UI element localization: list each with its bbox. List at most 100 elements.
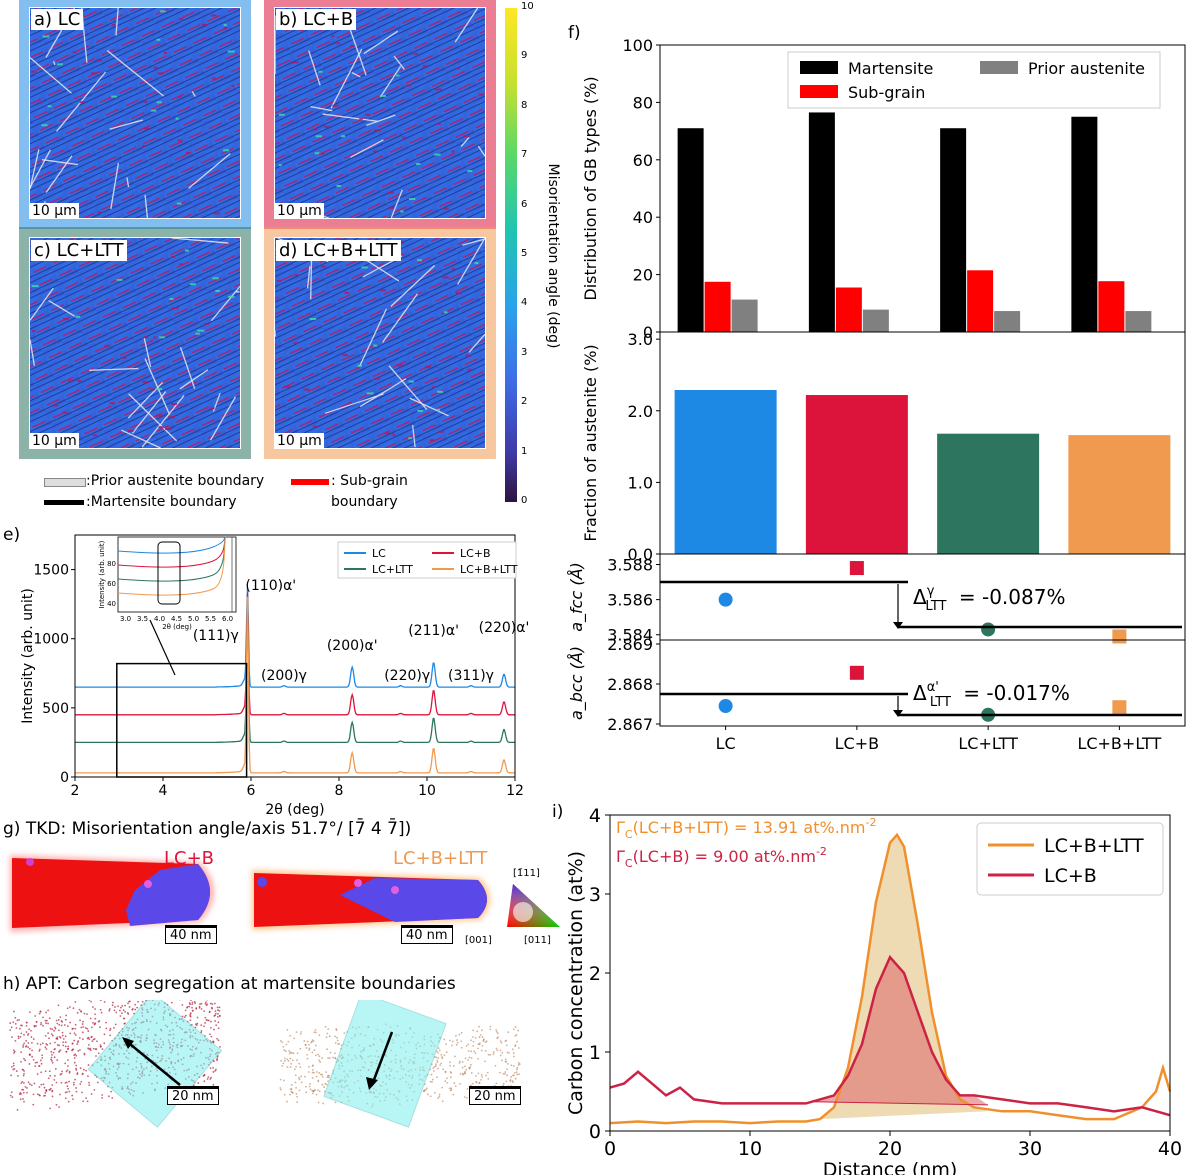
- legend-subgrain-label: : Sub-grain: [331, 473, 408, 489]
- ebsd-border-1: [264, 0, 496, 229]
- xrd-peak-label-110: (110)α': [245, 578, 296, 594]
- xrd-series-3: [75, 596, 515, 774]
- gb-ylabel: Distribution of GB types (%): [581, 76, 600, 300]
- category-label: LC+LTT: [958, 734, 1018, 753]
- gb-ytick: 80: [633, 93, 653, 112]
- carbon-ytick: 1: [589, 1042, 601, 1064]
- colorbar-tick: 10: [521, 1, 534, 12]
- xrd-peak-label: (200)α': [327, 638, 378, 654]
- gb-bar-1: [1098, 281, 1125, 332]
- gb-bar-2: [862, 309, 889, 332]
- carbon-legend-label: LC+B: [1044, 865, 1097, 887]
- lattice-annotation: Δγ LTT = -0.087%: [913, 584, 1065, 614]
- gb-bar-2: [994, 311, 1021, 332]
- afcc-ylabel: a_fcc (Å): [567, 562, 587, 632]
- ebsd-map-1: [275, 8, 485, 218]
- xrd-xtick: 10: [418, 783, 436, 799]
- colorbar-tick: 2: [521, 396, 528, 408]
- apt-roi-right: [323, 1000, 447, 1128]
- colorbar-tick: 4: [521, 297, 528, 309]
- xrd-xtick: 8: [335, 783, 344, 799]
- panel-e-label: e): [3, 525, 20, 545]
- apt-scale-right: 20 nm: [469, 1086, 521, 1105]
- legend-subgrain-swatch: [291, 479, 329, 485]
- legend-prior-swatch: [44, 478, 86, 487]
- austenite-bar: [1068, 435, 1171, 554]
- xrd-axes: [74, 534, 516, 778]
- ebsd-map-0: [30, 8, 240, 218]
- apt-scale-left: 20 nm: [167, 1086, 219, 1105]
- carbon-xtick: 0: [604, 1138, 616, 1160]
- inset-ylabel: Intensity (arb. unit): [98, 540, 106, 608]
- xrd-peak-label: (200)γ: [261, 668, 307, 684]
- legend-subgrain-label-2: boundary: [331, 494, 398, 510]
- inset-xtick: 5.0: [188, 615, 199, 623]
- austenite-bar: [674, 390, 777, 554]
- colorbar-tick: 0: [521, 495, 528, 506]
- tkd-images: [10, 855, 560, 932]
- ebsd-panel-group: [19, 0, 496, 459]
- lattice-ytick: 2.869: [607, 635, 653, 654]
- lattice-point: [718, 699, 733, 713]
- gamma-annotation: ΓC(LC+B+LTT) = 13.91 at%.nm-2: [616, 816, 876, 841]
- legend-martensite-label: :Martensite boundary: [86, 494, 237, 510]
- gb-bar-1: [835, 287, 862, 332]
- xrd-legend: [337, 541, 517, 579]
- gb-ytick: 60: [633, 151, 653, 170]
- carbon-ylabel: Carbon concentration (at%): [565, 851, 587, 1115]
- xrd-legend-label: LC+B+LTT: [460, 563, 518, 576]
- colorbar-tick: 6: [521, 198, 528, 210]
- xrd-xtick: 4: [159, 783, 168, 799]
- carbon-area-1: [813, 957, 988, 1105]
- carbon-ytick: 3: [589, 884, 601, 906]
- xrd-ytick: 0: [60, 770, 69, 786]
- ebsd-map-3: [275, 238, 485, 448]
- tkd-scale-right: 40 nm: [401, 925, 453, 944]
- xrd-legend-label: LC+B: [460, 547, 491, 560]
- inset-ytick: 60: [107, 580, 116, 588]
- lattice-ytick: 3.584: [607, 626, 653, 645]
- carbon-profile-chart: i) 0 10 20 30 40 0 1 2 3 4 Distance (nm) Carbon conc…: [552, 802, 1182, 1175]
- gb-ytick: 100: [622, 36, 653, 55]
- gb-bar-2: [1125, 311, 1152, 332]
- xrd-series-1: [75, 592, 515, 716]
- ipf-top-label: [1̄11]: [513, 868, 540, 879]
- scale-bar-d: 10 µm: [275, 433, 324, 449]
- xrd-legend-label: LC+LTT: [372, 563, 413, 576]
- xrd-series-2: [75, 596, 515, 744]
- inset-ytick: 80: [107, 560, 116, 568]
- gb-legend-label: Prior austenite: [1028, 59, 1145, 78]
- gb-ytick: 40: [633, 208, 653, 227]
- lattice-ytick: 3.588: [607, 556, 653, 575]
- xrd-peak-label: (220)α': [479, 620, 530, 636]
- panel-d-label: d) LC+B+LTT: [276, 240, 401, 261]
- abcc-ylabel: a_bcc (Å): [567, 646, 587, 720]
- xrd-xtick: 6: [247, 783, 256, 799]
- xrd-peak-label: (111)γ: [193, 628, 239, 644]
- panel-i-label: i): [552, 802, 563, 822]
- lattice-point: [718, 592, 733, 607]
- colorbar-label: Misorientation angle (deg): [545, 163, 561, 349]
- scale-bar-b: 10 µm: [275, 203, 324, 219]
- lattice-ytick: 2.868: [607, 675, 653, 694]
- lattice-ytick: 3.586: [607, 591, 653, 610]
- ebsd-map-2: [30, 238, 240, 448]
- xrd-ytick: 1000: [33, 632, 69, 648]
- gb-legend-label: Martensite: [848, 59, 933, 78]
- panel-f-label: f): [568, 23, 581, 43]
- inset-xtick: 4.0: [154, 615, 165, 623]
- tkd-title: g) TKD: Misorientation angle/axis 51.7°/…: [3, 819, 412, 839]
- carbon-xtick: 30: [1018, 1138, 1042, 1160]
- inset-xtick: 3.5: [137, 615, 148, 623]
- xrd-series-0: [75, 587, 515, 688]
- gb-legend-label: Sub-grain: [848, 83, 925, 102]
- panel-b-label: b) LC+B: [276, 9, 357, 30]
- gb-legend: [787, 51, 1161, 109]
- austenite-bar: [805, 395, 908, 554]
- carbon-legend: [976, 822, 1164, 896]
- carbon-ytick: 2: [589, 963, 601, 985]
- austenite-bar: [937, 433, 1040, 554]
- panel-c-label: c) LC+LTT: [31, 240, 127, 261]
- xrd-ytick: 500: [42, 701, 69, 717]
- legend-prior-label: :Prior austenite boundary: [86, 473, 265, 489]
